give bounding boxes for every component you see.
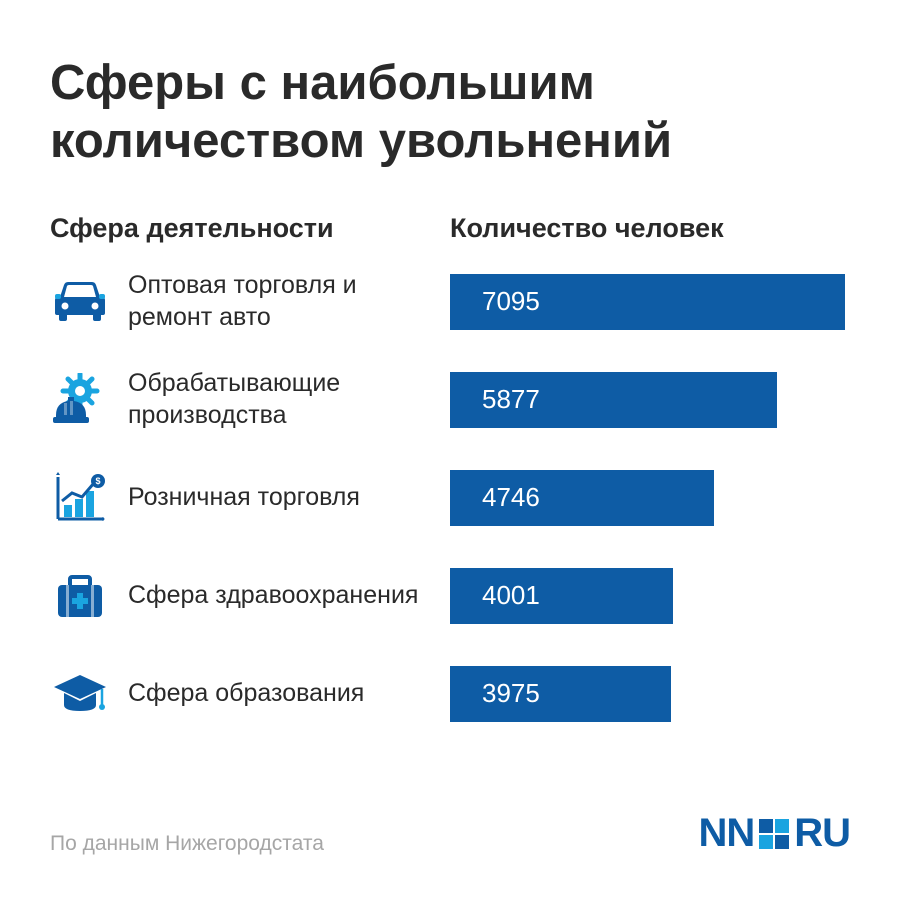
gradcap-icon xyxy=(50,667,128,721)
row-label: Розничная торговля xyxy=(128,482,450,513)
row-label: Сфера здравоохранения xyxy=(128,580,450,611)
site-logo: NN RU xyxy=(698,811,850,856)
bar: 4001 xyxy=(450,568,673,624)
bar-value: 5877 xyxy=(482,384,540,415)
medkit-icon xyxy=(50,569,128,623)
logo-text-ru: RU xyxy=(794,811,850,856)
bar-value: 4001 xyxy=(482,580,540,611)
bar-value: 4746 xyxy=(482,482,540,513)
bar: 7095 xyxy=(450,274,845,330)
row-label: Сфера образования xyxy=(128,678,450,709)
bar: 3975 xyxy=(450,666,671,722)
bar: 4746 xyxy=(450,470,714,526)
gear-helmet-icon xyxy=(50,373,128,427)
column-headers: Сфера деятельности Количество человек xyxy=(50,213,850,244)
logo-square-icon xyxy=(759,819,789,849)
data-source: По данным Нижегородстата xyxy=(50,832,324,856)
bar-value: 3975 xyxy=(482,678,540,709)
bar-track: 5877 xyxy=(450,372,850,428)
car-icon xyxy=(50,275,128,329)
chart-row: $ Розничная торговля 4746 xyxy=(50,462,850,534)
chart-row: Сфера образования 3975 xyxy=(50,658,850,730)
bar-track: 4001 xyxy=(450,568,850,624)
chart-rows: Оптовая торговля и ремонт авто 7095 Обраб… xyxy=(50,266,850,730)
chart-icon: $ xyxy=(50,471,128,525)
chart-row: Сфера здравоохранения 4001 xyxy=(50,560,850,632)
bar-track: 7095 xyxy=(450,274,850,330)
bar-track: 3975 xyxy=(450,666,850,722)
svg-text:$: $ xyxy=(95,476,100,486)
header-value: Количество человек xyxy=(450,213,724,244)
chart-row: Обрабатывающие производства 5877 xyxy=(50,364,850,436)
row-label: Оптовая торговля и ремонт авто xyxy=(128,270,450,333)
bar-track: 4746 xyxy=(450,470,850,526)
header-category: Сфера деятельности xyxy=(50,213,450,244)
bar-value: 7095 xyxy=(482,286,540,317)
logo-text-nn: NN xyxy=(698,811,754,856)
row-label: Обрабатывающие производства xyxy=(128,368,450,431)
chart-title: Сферы с наибольшим количеством увольнени… xyxy=(50,55,850,171)
chart-row: Оптовая торговля и ремонт авто 7095 xyxy=(50,266,850,338)
bar: 5877 xyxy=(450,372,777,428)
